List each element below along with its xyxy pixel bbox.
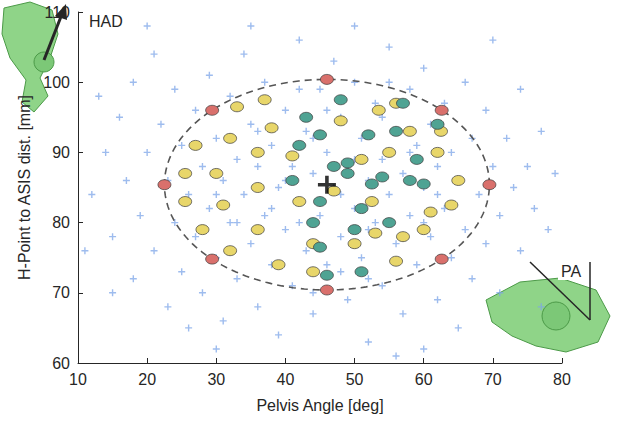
svg-text:60: 60	[415, 371, 433, 388]
svg-text:PA: PA	[561, 263, 581, 280]
svg-text:110: 110	[44, 4, 70, 21]
svg-text:HAD: HAD	[89, 13, 123, 30]
svg-text:H-Point to ASIS dist. [mm]: H-Point to ASIS dist. [mm]	[16, 95, 33, 280]
svg-text:60: 60	[52, 355, 70, 372]
svg-text:10: 10	[69, 371, 87, 388]
svg-text:70: 70	[52, 284, 70, 301]
svg-text:50: 50	[346, 371, 364, 388]
svg-text:70: 70	[484, 371, 502, 388]
svg-text:80: 80	[52, 214, 70, 231]
svg-text:40: 40	[277, 371, 295, 388]
svg-text:30: 30	[207, 371, 225, 388]
svg-text:90: 90	[52, 144, 70, 161]
svg-text:20: 20	[138, 371, 156, 388]
svg-text:100: 100	[43, 74, 70, 91]
svg-text:Pelvis Angle [deg]: Pelvis Angle [deg]	[256, 397, 383, 414]
svg-text:80: 80	[553, 371, 571, 388]
